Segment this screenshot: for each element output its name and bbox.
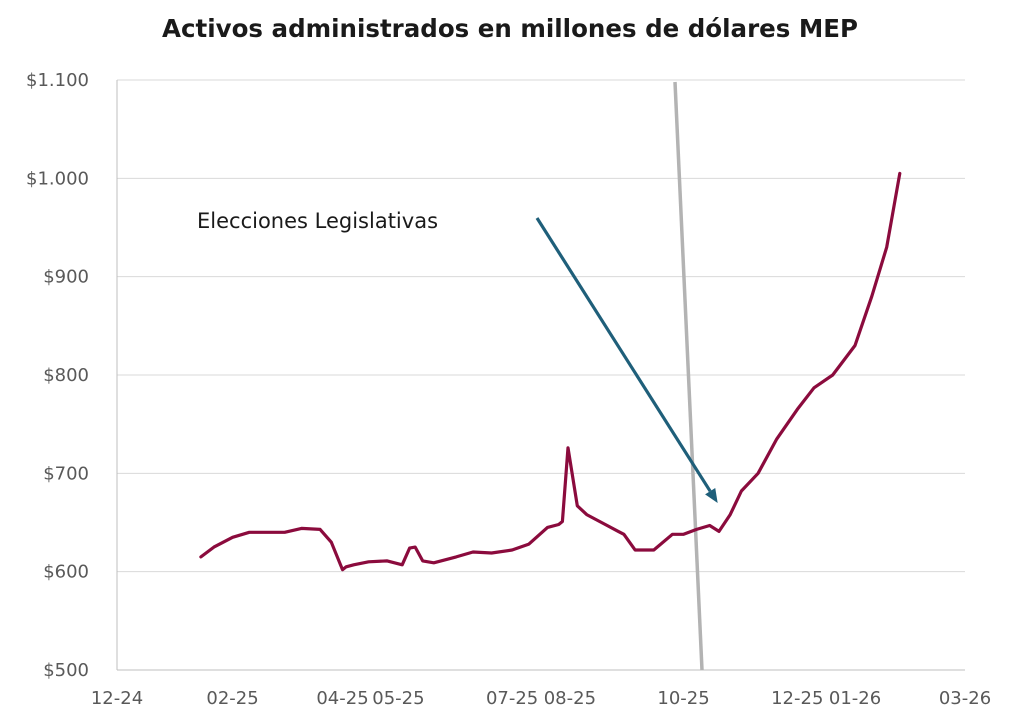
y-tick-label: $800 (43, 365, 89, 386)
series-line (199, 171, 902, 572)
x-tick-label: 01-26 (829, 688, 881, 709)
x-tick-label: 04-25 (316, 688, 368, 709)
y-axis-ticks: $500 $600 $700 $800 $900 $1.000 $1.100 (26, 70, 89, 681)
x-tick-label: 07-25 (486, 688, 538, 709)
y-tick-label: $900 (43, 267, 89, 288)
election-marker-line (673, 81, 704, 671)
annotation-label: Elecciones Legislativas (197, 209, 438, 233)
annotation-arrow (535, 217, 712, 493)
x-tick-label: 03-26 (939, 688, 991, 709)
y-tick-label: $1.000 (26, 168, 89, 189)
annotation-arrowhead (705, 487, 718, 504)
y-tick-label: $700 (43, 463, 89, 484)
y-tick-label: $600 (43, 562, 89, 583)
gridlines (116, 79, 965, 671)
x-tick-label: 05-25 (372, 688, 424, 709)
x-tick-label: 02-25 (206, 688, 258, 709)
x-tick-label: 12-25 (771, 688, 823, 709)
chart-title: Activos administrados en millones de dól… (162, 14, 858, 43)
x-tick-label: 10-25 (657, 688, 709, 709)
y-tick-label: $500 (43, 660, 89, 681)
x-tick-label: 12-24 (91, 688, 143, 709)
y-tick-label: $1.100 (26, 70, 89, 91)
x-tick-label: 08-25 (544, 688, 596, 709)
x-axis-ticks: 12-24 02-25 04-25 05-25 07-25 08-25 10-25 12-25… (91, 688, 991, 709)
